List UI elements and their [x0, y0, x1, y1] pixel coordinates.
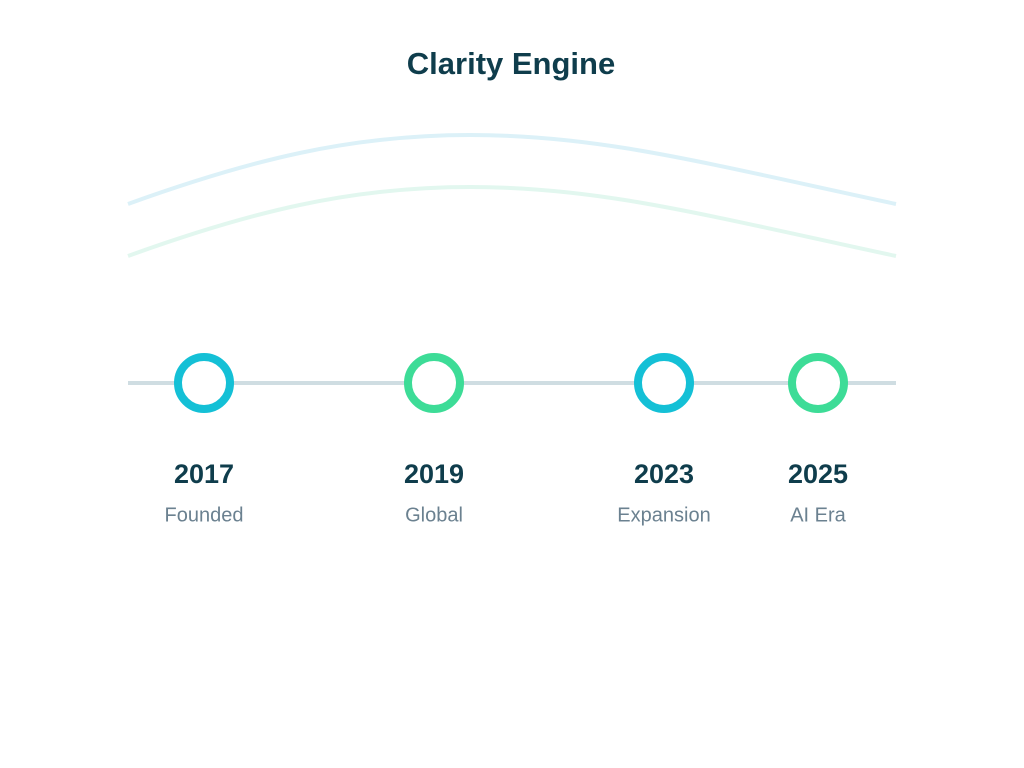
milestone-year: 2025: [788, 459, 848, 489]
milestone-marker: [404, 353, 464, 413]
milestone-label: Founded: [165, 504, 244, 526]
milestones: 2017 Founded 2019 Global 2023 Expansion 2025 AI…: [165, 353, 848, 526]
milestone-marker: [634, 353, 694, 413]
milestone-year: 2023: [634, 459, 694, 489]
title: Clarity Engine: [407, 46, 615, 81]
milestone-marker: [788, 353, 848, 413]
decor-wave: [127, 184, 897, 258]
decor-wave: [127, 132, 897, 206]
milestone-label: AI Era: [790, 504, 846, 526]
milestone-year: 2019: [404, 459, 464, 489]
milestone-marker: [174, 353, 234, 413]
milestone-label: Expansion: [617, 504, 710, 526]
milestone-label: Global: [405, 504, 463, 526]
milestone-year: 2017: [174, 459, 234, 489]
